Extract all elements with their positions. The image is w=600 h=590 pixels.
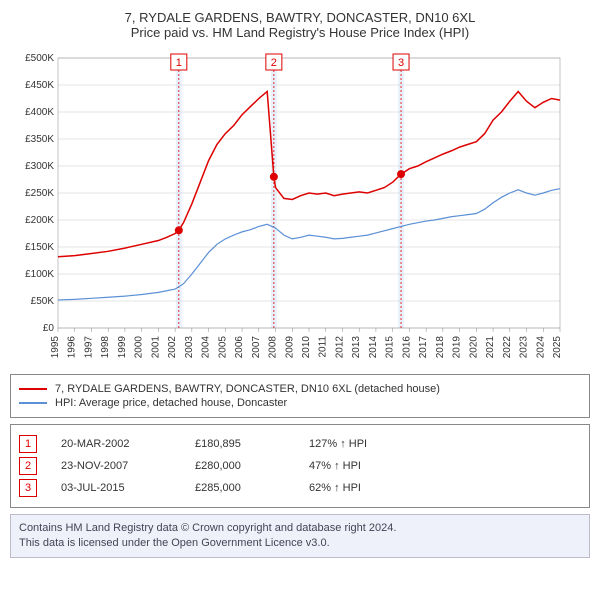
svg-text:1: 1 bbox=[176, 57, 182, 69]
svg-text:2010: 2010 bbox=[301, 336, 312, 359]
svg-text:£450K: £450K bbox=[25, 80, 54, 91]
legend-item: HPI: Average price, detached house, Donc… bbox=[19, 397, 581, 409]
event-row: 1 20-MAR-2002 £180,895 127% ↑ HPI bbox=[19, 435, 581, 453]
footer-attribution: Contains HM Land Registry data © Crown c… bbox=[10, 514, 590, 558]
footer-line-2: This data is licensed under the Open Gov… bbox=[19, 536, 581, 551]
svg-text:2000: 2000 bbox=[134, 336, 145, 359]
event-row: 2 23-NOV-2007 £280,000 47% ↑ HPI bbox=[19, 457, 581, 475]
legend-label: 7, RYDALE GARDENS, BAWTRY, DONCASTER, DN… bbox=[55, 383, 440, 395]
legend-swatch bbox=[19, 402, 47, 404]
svg-text:3: 3 bbox=[398, 57, 404, 69]
svg-text:2015: 2015 bbox=[385, 336, 396, 359]
svg-text:£100K: £100K bbox=[25, 269, 54, 280]
svg-text:2023: 2023 bbox=[519, 336, 530, 359]
svg-text:2005: 2005 bbox=[217, 336, 228, 359]
svg-text:2008: 2008 bbox=[268, 336, 279, 359]
event-badge: 3 bbox=[19, 479, 37, 497]
line-chart: £0 £50K £100K £150K £200K £250K £300K £350K £400… bbox=[10, 48, 570, 368]
svg-text:2002: 2002 bbox=[167, 336, 178, 359]
svg-text:2001: 2001 bbox=[150, 336, 161, 359]
svg-text:1997: 1997 bbox=[83, 336, 94, 359]
event-date: 23-NOV-2007 bbox=[61, 460, 171, 472]
svg-text:1995: 1995 bbox=[50, 336, 61, 359]
svg-text:£400K: £400K bbox=[25, 107, 54, 118]
svg-text:2017: 2017 bbox=[418, 336, 429, 359]
svg-text:2012: 2012 bbox=[334, 336, 345, 359]
svg-text:2: 2 bbox=[271, 57, 277, 69]
svg-text:2020: 2020 bbox=[468, 336, 479, 359]
svg-text:2022: 2022 bbox=[502, 336, 513, 359]
svg-text:2016: 2016 bbox=[401, 336, 412, 359]
svg-text:£0: £0 bbox=[43, 323, 55, 334]
svg-text:£150K: £150K bbox=[25, 242, 54, 253]
svg-text:£300K: £300K bbox=[25, 161, 54, 172]
svg-text:2004: 2004 bbox=[201, 336, 212, 359]
svg-text:£200K: £200K bbox=[25, 215, 54, 226]
title-line-1: 7, RYDALE GARDENS, BAWTRY, DONCASTER, DN… bbox=[10, 10, 590, 25]
svg-text:1998: 1998 bbox=[100, 336, 111, 359]
svg-text:£50K: £50K bbox=[31, 296, 55, 307]
svg-text:2024: 2024 bbox=[535, 336, 546, 359]
svg-text:£500K: £500K bbox=[25, 53, 54, 64]
svg-text:2013: 2013 bbox=[351, 336, 362, 359]
svg-text:1996: 1996 bbox=[67, 336, 78, 359]
svg-text:2003: 2003 bbox=[184, 336, 195, 359]
svg-text:2007: 2007 bbox=[251, 336, 262, 359]
event-price: £180,895 bbox=[195, 438, 285, 450]
svg-text:2018: 2018 bbox=[435, 336, 446, 359]
event-price: £285,000 bbox=[195, 482, 285, 494]
event-date: 03-JUL-2015 bbox=[61, 482, 171, 494]
event-date: 20-MAR-2002 bbox=[61, 438, 171, 450]
title-line-2: Price paid vs. HM Land Registry's House … bbox=[10, 25, 590, 40]
svg-text:2009: 2009 bbox=[284, 336, 295, 359]
event-delta: 47% ↑ HPI bbox=[309, 460, 361, 472]
event-badge: 1 bbox=[19, 435, 37, 453]
chart-container: £0 £50K £100K £150K £200K £250K £300K £350K £400… bbox=[10, 48, 590, 368]
footer-line-1: Contains HM Land Registry data © Crown c… bbox=[19, 521, 581, 536]
chart-title-block: 7, RYDALE GARDENS, BAWTRY, DONCASTER, DN… bbox=[10, 10, 590, 40]
svg-text:£350K: £350K bbox=[25, 134, 54, 145]
legend-item: 7, RYDALE GARDENS, BAWTRY, DONCASTER, DN… bbox=[19, 383, 581, 395]
events-table: 1 20-MAR-2002 £180,895 127% ↑ HPI 2 23-NOV-20… bbox=[10, 424, 590, 508]
svg-text:2019: 2019 bbox=[452, 336, 463, 359]
svg-text:2021: 2021 bbox=[485, 336, 496, 359]
svg-text:2014: 2014 bbox=[368, 336, 379, 359]
event-badge: 2 bbox=[19, 457, 37, 475]
svg-text:£250K: £250K bbox=[25, 188, 54, 199]
svg-text:2011: 2011 bbox=[318, 336, 329, 358]
legend: 7, RYDALE GARDENS, BAWTRY, DONCASTER, DN… bbox=[10, 374, 590, 418]
event-row: 3 03-JUL-2015 £285,000 62% ↑ HPI bbox=[19, 479, 581, 497]
event-delta: 127% ↑ HPI bbox=[309, 438, 367, 450]
legend-label: HPI: Average price, detached house, Donc… bbox=[55, 397, 287, 409]
svg-text:2006: 2006 bbox=[234, 336, 245, 359]
svg-text:1999: 1999 bbox=[117, 336, 128, 359]
event-delta: 62% ↑ HPI bbox=[309, 482, 361, 494]
event-price: £280,000 bbox=[195, 460, 285, 472]
svg-text:2025: 2025 bbox=[552, 336, 563, 359]
legend-swatch bbox=[19, 388, 47, 390]
